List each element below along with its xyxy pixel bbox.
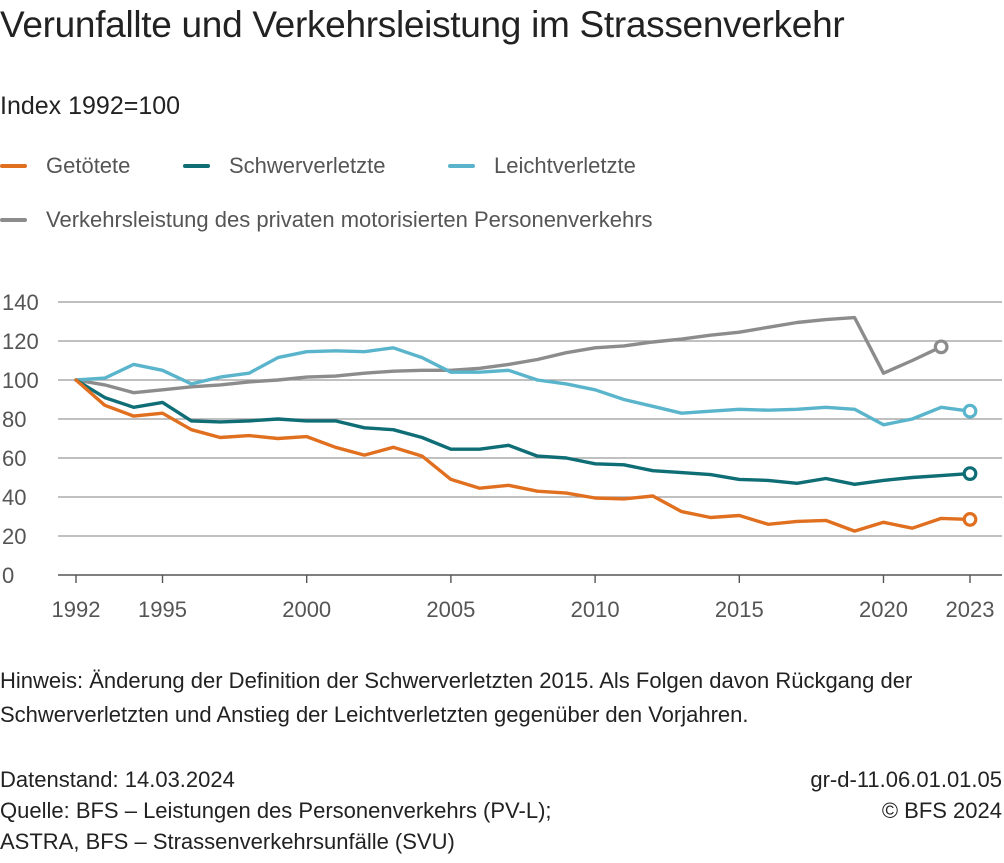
series-end-marker-verkehrsleistung	[933, 339, 949, 355]
x-tick-label-2005: 2005	[426, 597, 475, 622]
y-tick-label-140: 140	[2, 290, 39, 315]
x-tick-label-2020: 2020	[859, 597, 908, 622]
legend-label-getoetete: Getötete	[46, 153, 131, 178]
legend-swatch-leichtverletzte	[448, 164, 475, 168]
footer-left: Datenstand: 14.03.2024 Quelle: BFS – Lei…	[0, 764, 552, 857]
footer-code: gr-d-11.06.01.01.05	[810, 767, 1002, 792]
x-tick-label-2023: 2023	[946, 597, 995, 622]
x-tick-label-1992: 1992	[52, 597, 101, 622]
series-line-leichtverletzte	[74, 346, 972, 427]
footer-datenstand: Datenstand: 14.03.2024	[0, 767, 235, 792]
legend-item-getoetete: Getötete	[0, 153, 130, 179]
y-tick-label-60: 60	[2, 446, 26, 471]
legend-swatch-getoetete	[0, 164, 27, 168]
legend-swatch-schwerverletzte	[183, 164, 210, 168]
legend-label-schwerverletzte: Schwerverletzte	[229, 153, 386, 178]
x-tick-label-1995: 1995	[138, 597, 187, 622]
y-tick-label-80: 80	[2, 407, 26, 432]
y-tick-label-120: 120	[2, 329, 39, 354]
chart-subtitle: Index 1992=100	[0, 92, 181, 120]
series-line-getoetete	[74, 378, 972, 533]
line-chart: 0 20 40 60 80 100 120 140 1992 1995 2000 2005 2010 20…	[2, 290, 1002, 622]
series-line-schwerverletzte	[74, 378, 972, 487]
legend-item-leichtverletzte: Leichtverletzte	[448, 153, 636, 179]
x-tick-label-2015: 2015	[715, 597, 764, 622]
x-tick-label-2010: 2010	[571, 597, 620, 622]
footer-quelle-line-1: Quelle: BFS – Leistungen des Personenver…	[0, 798, 552, 823]
x-tick-label-2000: 2000	[282, 597, 331, 622]
legend-label-leichtverletzte: Leichtverletzte	[494, 153, 636, 178]
footer-copyright: © BFS 2024	[881, 798, 1002, 823]
legend-item-schwerverletzte: Schwerverletzte	[183, 153, 386, 179]
y-tick-label-20: 20	[2, 524, 26, 549]
footer-quelle-line-2: ASTRA, BFS – Strassenverkehrsunfälle (SV…	[0, 829, 455, 854]
y-tick-label-100: 100	[2, 368, 39, 393]
legend-swatch-verkehrsleistung	[0, 218, 27, 222]
y-tick-label-40: 40	[2, 485, 26, 510]
chart-title: Verunfallte und Verkehrsleistung im Stra…	[0, 4, 845, 45]
series-end-marker-getoetete	[962, 512, 978, 527]
series-end-marker-schwerverletzte	[962, 466, 978, 482]
legend-label-verkehrsleistung: Verkehrsleistung des privaten motorisier…	[46, 207, 653, 232]
chart-note: Hinweis: Änderung der Definition der Sch…	[0, 668, 913, 727]
footer-right: gr-d-11.06.01.01.05 © BFS 2024	[810, 764, 1002, 826]
legend-item-verkehrsleistung: Verkehrsleistung des privaten motorisier…	[0, 207, 653, 233]
series-end-marker-leichtverletzte	[962, 403, 978, 419]
y-tick-label-0: 0	[2, 563, 14, 588]
series-line-verkehrsleistung	[74, 315, 943, 395]
